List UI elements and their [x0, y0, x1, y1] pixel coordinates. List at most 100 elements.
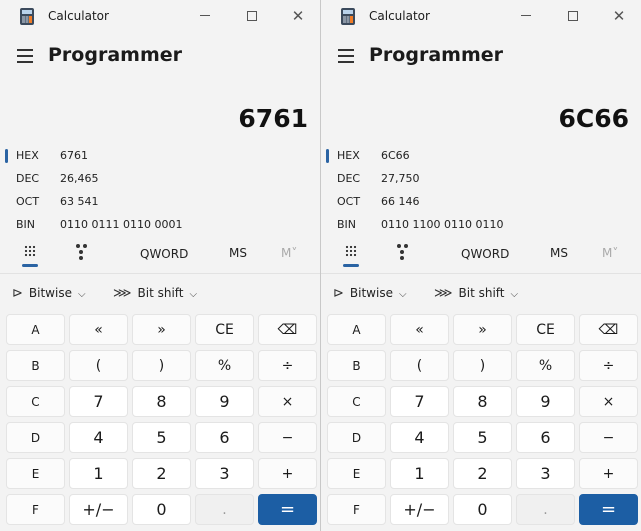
equals-key[interactable]: = [579, 494, 638, 525]
hex-d-key[interactable]: D [327, 422, 386, 453]
radix-hex-row[interactable]: HEX 6C66 [321, 145, 641, 167]
digit-6-key[interactable]: 6 [516, 422, 575, 453]
mode-title: Programmer [369, 44, 503, 66]
shift-left-key[interactable]: « [390, 314, 449, 345]
digit-5-key[interactable]: 5 [453, 422, 512, 453]
memory-list-button[interactable]: M˅ [281, 246, 298, 260]
hex-b-key[interactable]: B [6, 350, 65, 381]
shift-left-key[interactable]: « [69, 314, 128, 345]
shift-right-key[interactable]: » [453, 314, 512, 345]
hex-d-key[interactable]: D [6, 422, 65, 453]
add-key[interactable]: + [579, 458, 638, 489]
divider [321, 273, 641, 274]
full-keypad-tab[interactable] [343, 244, 361, 262]
decimal-key[interactable]: . [516, 494, 575, 525]
digit-7-key[interactable]: 7 [69, 386, 128, 417]
bitwise-dropdown[interactable]: ⊳ Bitwise ⌵ [333, 286, 407, 301]
negate-key[interactable]: +/− [69, 494, 128, 525]
bit-shift-icon: ⋙ [434, 286, 453, 301]
open-paren-key[interactable]: ( [69, 350, 128, 381]
hex-e-key[interactable]: E [6, 458, 65, 489]
digit-4-key[interactable]: 4 [390, 422, 449, 453]
shift-right-key[interactable]: » [132, 314, 191, 345]
digit-2-key[interactable]: 2 [132, 458, 191, 489]
backspace-key[interactable]: ⌫ [579, 314, 638, 345]
bit-toggling-keypad-tab[interactable] [397, 244, 413, 262]
radix-oct-row[interactable]: OCT 66 146 [321, 191, 641, 213]
close-icon: ✕ [612, 7, 626, 25]
digit-2-key[interactable]: 2 [453, 458, 512, 489]
hex-f-key[interactable]: F [327, 494, 386, 525]
hex-f-key[interactable]: F [6, 494, 65, 525]
digit-9-key[interactable]: 9 [195, 386, 254, 417]
digit-0-key[interactable]: 0 [132, 494, 191, 525]
maximize-button[interactable] [550, 0, 596, 32]
hex-a-key[interactable]: A [6, 314, 65, 345]
minimize-button[interactable] [503, 0, 549, 32]
close-paren-key[interactable]: ) [453, 350, 512, 381]
digit-0-key[interactable]: 0 [453, 494, 512, 525]
digit-9-key[interactable]: 9 [516, 386, 575, 417]
hex-e-key[interactable]: E [327, 458, 386, 489]
word-size-button[interactable]: QWORD [140, 247, 189, 261]
subtract-key[interactable]: − [579, 422, 638, 453]
hex-c-key[interactable]: C [327, 386, 386, 417]
navigation-menu-button[interactable] [335, 44, 359, 68]
clear-entry-key[interactable]: CE [195, 314, 254, 345]
maximize-button[interactable] [229, 0, 275, 32]
word-size-button[interactable]: QWORD [461, 247, 510, 261]
radix-dec-row[interactable]: DEC 26,465 [0, 168, 320, 190]
modulo-key[interactable]: % [195, 350, 254, 381]
chevron-down-icon: ⌵ [77, 289, 86, 300]
close-paren-key[interactable]: ) [132, 350, 191, 381]
multiply-key[interactable]: × [579, 386, 638, 417]
digit-1-key[interactable]: 1 [69, 458, 128, 489]
close-icon: ✕ [291, 7, 305, 25]
close-button[interactable]: ✕ [275, 0, 320, 32]
decimal-key[interactable]: . [195, 494, 254, 525]
digit-4-key[interactable]: 4 [69, 422, 128, 453]
hex-a-key[interactable]: A [327, 314, 386, 345]
hex-b-key[interactable]: B [327, 350, 386, 381]
bit-toggling-keypad-tab[interactable] [76, 244, 92, 262]
active-radix-indicator [326, 149, 329, 163]
memory-list-button[interactable]: M˅ [602, 246, 619, 260]
navigation-menu-button[interactable] [14, 44, 38, 68]
bitwise-dropdown[interactable]: ⊳ Bitwise ⌵ [12, 286, 86, 301]
equals-key[interactable]: = [258, 494, 317, 525]
memory-store-button[interactable]: MS [229, 246, 247, 260]
digit-1-key[interactable]: 1 [390, 458, 449, 489]
modulo-key[interactable]: % [516, 350, 575, 381]
multiply-key[interactable]: × [258, 386, 317, 417]
digit-6-key[interactable]: 6 [195, 422, 254, 453]
digit-3-key[interactable]: 3 [516, 458, 575, 489]
digit-5-key[interactable]: 5 [132, 422, 191, 453]
open-paren-key[interactable]: ( [390, 350, 449, 381]
title-bar: Calculator ✕ [321, 0, 641, 32]
add-key[interactable]: + [258, 458, 317, 489]
bitshift-dropdown[interactable]: ⋙ Bit shift ⌵ [434, 286, 518, 301]
digit-8-key[interactable]: 8 [453, 386, 512, 417]
close-button[interactable]: ✕ [596, 0, 641, 32]
subtract-key[interactable]: − [258, 422, 317, 453]
minimize-icon [521, 15, 531, 16]
digit-8-key[interactable]: 8 [132, 386, 191, 417]
clear-entry-key[interactable]: CE [516, 314, 575, 345]
full-keypad-tab[interactable] [22, 244, 40, 262]
backspace-key[interactable]: ⌫ [258, 314, 317, 345]
hex-c-key[interactable]: C [6, 386, 65, 417]
divide-key[interactable]: ÷ [579, 350, 638, 381]
radix-hex-row[interactable]: HEX 6761 [0, 145, 320, 167]
calculator-window-right: Calculator ✕ Programmer 6C66 HEX 6C66 DE… [321, 0, 641, 531]
radix-oct-row[interactable]: OCT 63 541 [0, 191, 320, 213]
radix-dec-row[interactable]: DEC 27,750 [321, 168, 641, 190]
minimize-button[interactable] [182, 0, 228, 32]
negate-key[interactable]: +/− [390, 494, 449, 525]
bitshift-dropdown[interactable]: ⋙ Bit shift ⌵ [113, 286, 197, 301]
radix-bin-row[interactable]: BIN 0110 1100 0110 0110 [321, 214, 641, 236]
digit-7-key[interactable]: 7 [390, 386, 449, 417]
divide-key[interactable]: ÷ [258, 350, 317, 381]
memory-store-button[interactable]: MS [550, 246, 568, 260]
radix-bin-row[interactable]: BIN 0110 0111 0110 0001 [0, 214, 320, 236]
digit-3-key[interactable]: 3 [195, 458, 254, 489]
